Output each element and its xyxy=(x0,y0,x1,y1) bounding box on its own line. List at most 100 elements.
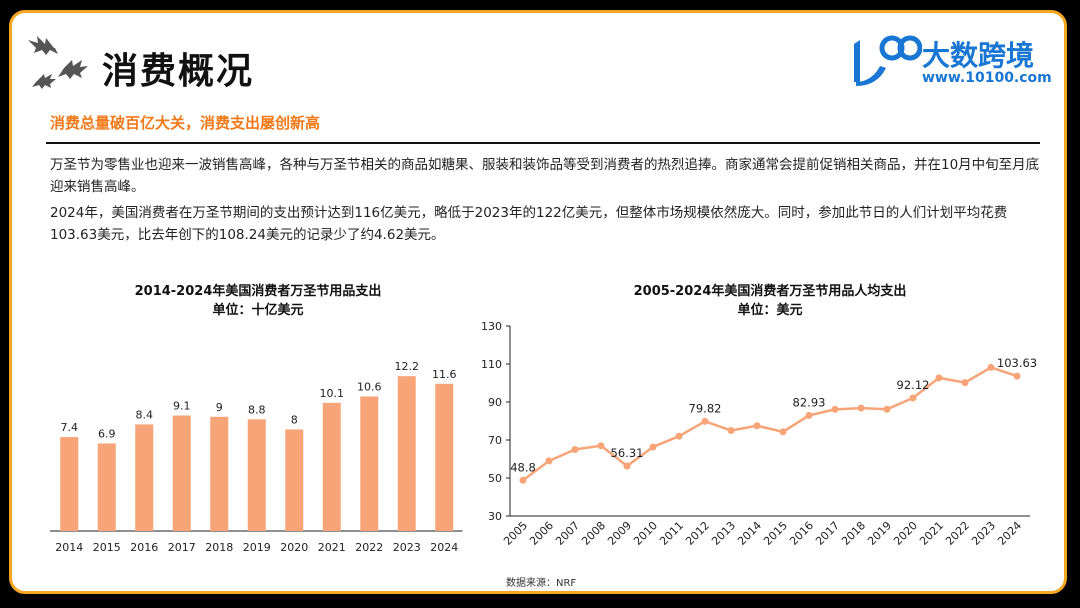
bar-2015 xyxy=(97,443,116,531)
line-x-tick: 2012 xyxy=(683,519,712,548)
line-point-2014 xyxy=(753,422,761,430)
bar-value-label: 9.1 xyxy=(173,400,191,413)
bar-2016 xyxy=(135,424,154,531)
line-value-label: 56.31 xyxy=(611,446,644,460)
bar-2017 xyxy=(172,415,191,531)
bar-x-tick: 2018 xyxy=(205,541,233,554)
bar-x-tick: 2015 xyxy=(93,541,121,554)
line-x-tick: 2005 xyxy=(501,519,530,548)
line-x-tick: 2008 xyxy=(579,519,608,548)
line-x-tick: 2020 xyxy=(891,519,920,548)
bar-x-tick: 2014 xyxy=(55,541,83,554)
bar-value-label: 8.4 xyxy=(136,408,154,421)
line-value-label: 48.8 xyxy=(510,460,536,474)
bar-value-label: 7.4 xyxy=(61,421,79,434)
paragraph-1: 万圣节为零售业也迎来一波销售高峰，各种与万圣节相关的商品如糖果、服装和装饰品等受… xyxy=(50,157,1040,195)
line-point-2018 xyxy=(857,404,865,412)
line-point-2023 xyxy=(987,363,995,371)
line-value-label: 103.63 xyxy=(997,356,1037,370)
line-x-tick: 2007 xyxy=(553,519,582,548)
line-point-2019 xyxy=(883,405,891,413)
bar-value-label: 10.6 xyxy=(357,380,382,393)
line-x-tick: 2011 xyxy=(657,519,686,548)
line-y-tick: 70 xyxy=(488,434,502,447)
line-x-tick: 2021 xyxy=(917,519,946,548)
bar-chart-unit: 单位：十亿美元 xyxy=(212,303,304,318)
bar-x-tick: 2020 xyxy=(280,541,308,554)
bar-x-tick: 2024 xyxy=(430,541,458,554)
bar-x-tick: 2022 xyxy=(355,541,383,554)
logo-name: 大数跨境 xyxy=(922,39,1035,72)
line-point-2005 xyxy=(519,476,527,484)
line-x-tick: 2013 xyxy=(709,519,738,548)
line-point-2012 xyxy=(701,417,709,425)
line-chart-heading: 2005-2024年美国消费者万圣节用品人均支出 单位：美元 xyxy=(560,282,980,320)
line-chart-unit: 单位：美元 xyxy=(737,303,803,318)
line-x-tick: 2018 xyxy=(839,519,868,548)
line-y-tick: 30 xyxy=(488,510,502,523)
page-title: 消费概况 xyxy=(102,51,255,92)
divider xyxy=(46,142,1040,144)
bar-value-label: 8 xyxy=(291,413,298,426)
bar-chart: 7.4 2014 6.9 2015 8.4 2016 9.1 2017 9 2018 8.8 2019… xyxy=(50,360,463,554)
bar-value-label: 11.6 xyxy=(432,368,457,381)
bar-value-label: 9 xyxy=(216,401,223,414)
bar-x-tick: 2019 xyxy=(243,541,271,554)
line-x-tick: 2023 xyxy=(969,519,998,548)
brand-logo: 大数跨境 www.10100.com xyxy=(846,30,1052,90)
line-x-tick: 2022 xyxy=(943,519,972,548)
line-value-label: 79.82 xyxy=(689,401,722,415)
logo-url: www.10100.com xyxy=(922,70,1052,86)
line-point-2011 xyxy=(675,432,683,440)
line-point-2008 xyxy=(597,442,605,450)
bar-2022 xyxy=(360,396,379,531)
logo-mark-icon xyxy=(854,35,922,86)
line-x-tick: 2009 xyxy=(605,519,634,548)
line-value-label: 82.93 xyxy=(793,395,826,409)
bar-value-label: 10.1 xyxy=(320,387,345,400)
bar-value-label: 6.9 xyxy=(98,427,116,440)
bar-2023 xyxy=(397,376,416,531)
bats-icon xyxy=(28,36,88,89)
line-point-2006 xyxy=(545,457,553,465)
line-series xyxy=(522,366,1018,482)
bar-x-tick: 2016 xyxy=(130,541,158,554)
bar-2014 xyxy=(60,437,79,531)
line-x-tick: 2016 xyxy=(787,519,816,548)
line-point-2024 xyxy=(1013,372,1021,380)
line-point-2020 xyxy=(909,394,917,402)
bar-chart-title: 2014-2024年美国消费者万圣节用品支出 xyxy=(134,284,382,299)
line-point-2010 xyxy=(649,443,657,451)
line-value-label: 92.12 xyxy=(897,378,930,392)
line-y-tick: 50 xyxy=(488,472,502,485)
line-x-tick: 2010 xyxy=(631,519,660,548)
line-y-tick: 130 xyxy=(481,320,502,333)
line-point-2007 xyxy=(571,446,579,453)
bar-value-label: 8.8 xyxy=(248,403,266,416)
bar-x-tick: 2021 xyxy=(318,541,346,554)
line-y-tick: 110 xyxy=(481,358,502,371)
line-point-2021 xyxy=(935,374,943,382)
bar-x-tick: 2023 xyxy=(393,541,421,554)
line-x-tick: 2006 xyxy=(527,519,556,548)
bar-chart-heading: 2014-2024年美国消费者万圣节用品支出 单位：十亿美元 xyxy=(48,282,468,320)
line-x-tick: 2015 xyxy=(761,519,790,548)
bar-2024 xyxy=(435,383,454,531)
line-point-2013 xyxy=(727,427,735,434)
line-point-2015 xyxy=(779,428,787,436)
bar-2021 xyxy=(322,402,341,531)
bar-2018 xyxy=(210,416,229,531)
paragraph-2: 2024年，美国消费者在万圣节期间的支出预计达到116亿美元，略低于2023年的… xyxy=(50,205,1008,243)
bar-value-label: 12.2 xyxy=(395,360,420,373)
line-point-2017 xyxy=(831,405,839,413)
bar-x-tick: 2017 xyxy=(168,541,196,554)
bar-2020 xyxy=(285,429,304,531)
line-y-tick: 90 xyxy=(488,396,502,409)
line-x-tick: 2019 xyxy=(865,519,894,548)
line-point-2016 xyxy=(805,411,813,419)
line-x-tick: 2024 xyxy=(995,519,1024,548)
data-source: 数据来源：NRF xyxy=(506,578,577,589)
section-subtitle: 消费总量破百亿大关，消费支出屡创新高 xyxy=(50,114,321,132)
line-chart-title: 2005-2024年美国消费者万圣节用品人均支出 xyxy=(633,284,907,299)
